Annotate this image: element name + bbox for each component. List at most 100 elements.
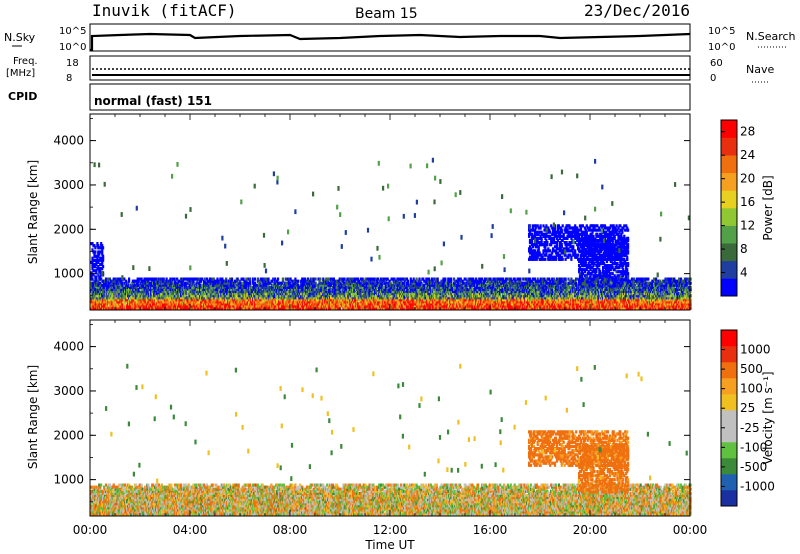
scatter-cell	[137, 279, 140, 283]
scatter-cell	[400, 277, 403, 281]
scatter-cell	[253, 277, 257, 281]
scatter-cell	[254, 283, 258, 287]
scatter-cell	[436, 277, 439, 281]
scatter-cell	[154, 277, 158, 281]
scatter-cell	[141, 285, 144, 289]
scatter-cell	[126, 300, 129, 304]
scatter-cell	[154, 300, 158, 304]
scatter-cell	[277, 277, 280, 281]
scatter-cell	[137, 287, 140, 292]
scatter-cell	[113, 281, 116, 285]
scatter-cell	[92, 281, 95, 285]
power-scatter	[90, 157, 692, 310]
scatter-cell	[128, 294, 132, 298]
scatter-cell	[120, 279, 123, 283]
scatter-cell	[115, 277, 118, 281]
scatter-cell	[130, 281, 134, 285]
scatter-cell	[161, 281, 164, 285]
scatter-cell	[133, 279, 136, 283]
scatter-cell	[106, 277, 109, 281]
scatter-cell	[105, 304, 109, 308]
scatter-cell	[410, 279, 413, 283]
scatter-cell	[110, 304, 113, 308]
scatter-cell	[154, 298, 158, 302]
scatter-cell	[93, 285, 96, 289]
scatter-cell	[128, 279, 131, 283]
scatter-cell	[314, 277, 317, 281]
scatter-cell	[107, 283, 110, 287]
scatter-cell	[444, 277, 447, 281]
noise-tick-left-top: 10^5	[59, 26, 86, 37]
scatter-cell	[140, 304, 143, 308]
scatter-cell	[104, 279, 108, 283]
scatter-cell	[103, 300, 107, 304]
scatter-cell	[403, 277, 407, 281]
scatter-cell	[406, 279, 409, 283]
scatter-cell	[134, 298, 137, 302]
nave-label: Nave	[746, 63, 774, 76]
scatter-cell	[154, 279, 158, 283]
scatter-cell	[379, 277, 383, 281]
scatter-cell	[138, 277, 141, 281]
scatter-cell	[377, 277, 380, 281]
scatter-cell	[132, 281, 135, 285]
scatter-cell	[146, 285, 149, 289]
scatter-cell	[124, 302, 127, 306]
beam-title: Beam 15	[355, 6, 418, 22]
scatter-cell	[142, 294, 145, 298]
cpid-panel-frame	[89, 83, 691, 111]
nave-tick-top: 60	[710, 58, 723, 69]
scatter-cell	[137, 289, 140, 294]
scatter-cell	[108, 281, 111, 285]
scatter-cell	[100, 277, 103, 281]
scatter-cell	[162, 302, 165, 306]
scatter-cell	[142, 279, 145, 283]
noise-tick-right-top: 10^5	[708, 26, 735, 37]
scatter-cell	[147, 277, 150, 281]
scatter-cell	[149, 287, 152, 292]
cpid-value: normal (fast) 151	[94, 94, 212, 108]
scatter-cell	[90, 302, 93, 306]
scatter-cell	[109, 298, 112, 302]
scatter-cell	[256, 277, 259, 281]
nsky-label: N.Sky	[4, 31, 36, 44]
scatter-cell	[212, 277, 215, 281]
scatter-cell	[140, 277, 143, 281]
scatter-cell	[153, 285, 156, 289]
scatter-cell	[453, 279, 457, 283]
scatter-cell	[136, 281, 139, 285]
scatter-cell	[364, 277, 367, 281]
scatter-cell	[145, 283, 148, 287]
scatter-cell	[91, 283, 94, 287]
scatter-cell	[164, 279, 167, 283]
scatter-cell	[245, 277, 248, 281]
cpid-label: CPID	[8, 90, 37, 103]
scatter-cell	[261, 277, 264, 281]
date-title: 23/Dec/2016	[584, 1, 690, 20]
scatter-cell	[151, 285, 154, 289]
scatter-cell	[152, 296, 155, 300]
scatter-cell	[156, 279, 159, 283]
scatter-cell	[144, 281, 147, 285]
scatter-cell	[151, 306, 154, 310]
scatter-cell	[110, 294, 113, 298]
scatter-cell	[127, 285, 130, 289]
noise-sky-line	[90, 32, 691, 52]
freq-tick-top: 18	[66, 58, 79, 69]
scatter-cell	[107, 285, 110, 289]
scatter-cell	[131, 300, 134, 304]
scatter-cell	[230, 277, 234, 281]
scatter-cell	[149, 281, 152, 285]
nave-tick-bottom: 0	[710, 73, 716, 84]
scatter-cell	[182, 277, 185, 281]
scatter-cell	[127, 281, 130, 285]
scatter-cell	[462, 281, 465, 285]
scatter-cell	[112, 300, 115, 304]
scatter-cell	[133, 285, 136, 289]
scatter-cell	[319, 277, 322, 281]
scatter-cell	[105, 285, 109, 289]
scatter-cell	[423, 279, 426, 283]
scatter-cell	[122, 300, 125, 304]
scatter-cell	[106, 279, 109, 283]
